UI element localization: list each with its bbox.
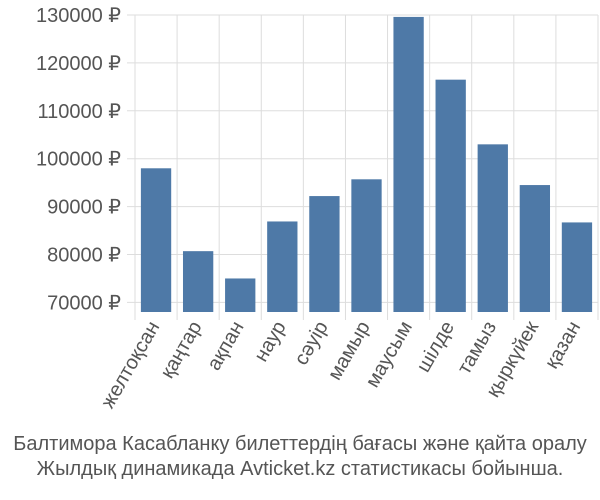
y-tick-labels: 70000 ₽ 80000 ₽ 90000 ₽ 100000 ₽ 110000 ₽ 120…: [36, 5, 121, 314]
bar: [225, 278, 256, 312]
x-tick-label: наур: [250, 318, 290, 366]
chart-caption-line-1: Балтимора Касабланку билеттердің бағасы …: [13, 433, 587, 455]
y-tick-label: 110000 ₽: [37, 101, 121, 123]
gridlines: [127, 14, 599, 320]
y-tick-label: 70000 ₽: [47, 292, 121, 314]
bar: [351, 179, 382, 312]
y-tick-label: 90000 ₽: [47, 197, 121, 219]
bar: [140, 168, 172, 312]
x-tick-label: ақпан: [203, 318, 248, 375]
bar: [267, 221, 298, 312]
bar: [519, 185, 551, 312]
bar: [393, 16, 424, 312]
bar: [477, 144, 508, 312]
bar: [435, 79, 466, 312]
bar: [309, 196, 340, 312]
bar: [182, 251, 214, 312]
y-tick-label: 80000 ₽: [47, 245, 121, 267]
x-tick-label: сәуір: [290, 318, 332, 369]
chart-caption-line-2: Жылдық динамикада Avticket.kz статистика…: [36, 458, 564, 480]
y-tick-label: 100000 ₽: [36, 149, 121, 171]
y-tick-label: 120000 ₽: [36, 53, 121, 75]
y-tick-label: 130000 ₽: [36, 5, 121, 27]
x-tick-label: қазан: [541, 318, 586, 373]
bar: [561, 222, 593, 312]
bars: [140, 16, 593, 312]
x-tick-label: желтоқсан: [97, 318, 164, 413]
x-tick-label: қаңтар: [156, 318, 206, 383]
x-tick-label: шілде: [412, 318, 459, 377]
